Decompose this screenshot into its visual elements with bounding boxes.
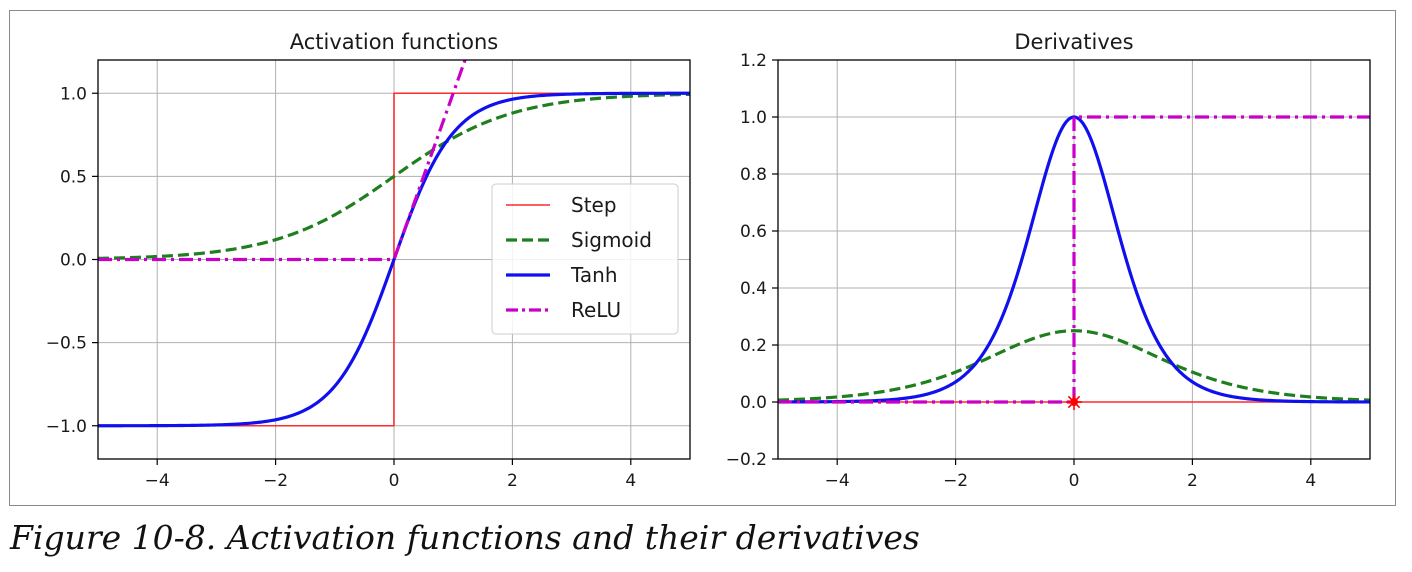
y-tick-label: 1.2 xyxy=(740,51,767,71)
x-tick-label: −2 xyxy=(263,471,288,491)
x-tick-label: 4 xyxy=(625,471,636,491)
y-tick-label: 0.0 xyxy=(740,393,767,413)
series-line-sigmoid xyxy=(98,92,690,260)
legend: Step Sigmoid Tanh ReLU xyxy=(491,183,679,335)
y-tick-label: 0.8 xyxy=(740,165,767,185)
x-tick-label: −2 xyxy=(943,471,968,491)
legend-label-sigmoid: Sigmoid xyxy=(571,228,652,252)
x-tick-label: −4 xyxy=(825,471,850,491)
legend-label-tanh: Tanh xyxy=(570,263,618,287)
y-tick-label: 0.0 xyxy=(60,251,87,271)
figure-caption: Figure 10-8. Activation functions and th… xyxy=(10,518,920,557)
y-tick-label: 0.2 xyxy=(740,336,767,356)
x-tick-label: 0 xyxy=(1069,471,1080,491)
y-tick-label: 0.6 xyxy=(740,222,767,242)
legend-label-relu: ReLU xyxy=(571,298,621,322)
x-tick-label: −4 xyxy=(145,471,170,491)
x-tick-label: 2 xyxy=(1187,471,1198,491)
y-tick-label: 0.4 xyxy=(740,279,767,299)
y-tick-label: −0.5 xyxy=(46,334,87,354)
y-tick-label: −1.0 xyxy=(46,417,87,437)
x-tick-label: 2 xyxy=(507,471,518,491)
y-tick-label: 1.0 xyxy=(60,84,87,104)
y-tick-label: −0.2 xyxy=(726,450,767,470)
series-line-tanh xyxy=(98,91,690,428)
y-tick-label: 0.5 xyxy=(60,167,87,187)
annotation-star-marker xyxy=(1066,394,1082,410)
legend-label-step: Step xyxy=(571,193,617,217)
series-line-relu xyxy=(98,60,467,262)
chart-title: Derivatives xyxy=(1014,30,1133,54)
chart-0: −4 −2 0 2 4 −1.0 −0.5 0.0 0.5 1.0 Activation funct… xyxy=(46,30,691,491)
x-tick-label: 0 xyxy=(389,471,400,491)
x-tick-label: 4 xyxy=(1305,471,1316,491)
series-line-relu xyxy=(778,115,1370,404)
chart-title: Activation functions xyxy=(290,30,499,54)
y-tick-label: 1.0 xyxy=(740,108,767,128)
series-line-sigmoid xyxy=(778,329,1370,402)
chart-1: −4 −2 0 2 4 −0.2 0.0 0.2 0.4 0.6 0.8 1.0 1.2 Derivati… xyxy=(726,30,1371,491)
